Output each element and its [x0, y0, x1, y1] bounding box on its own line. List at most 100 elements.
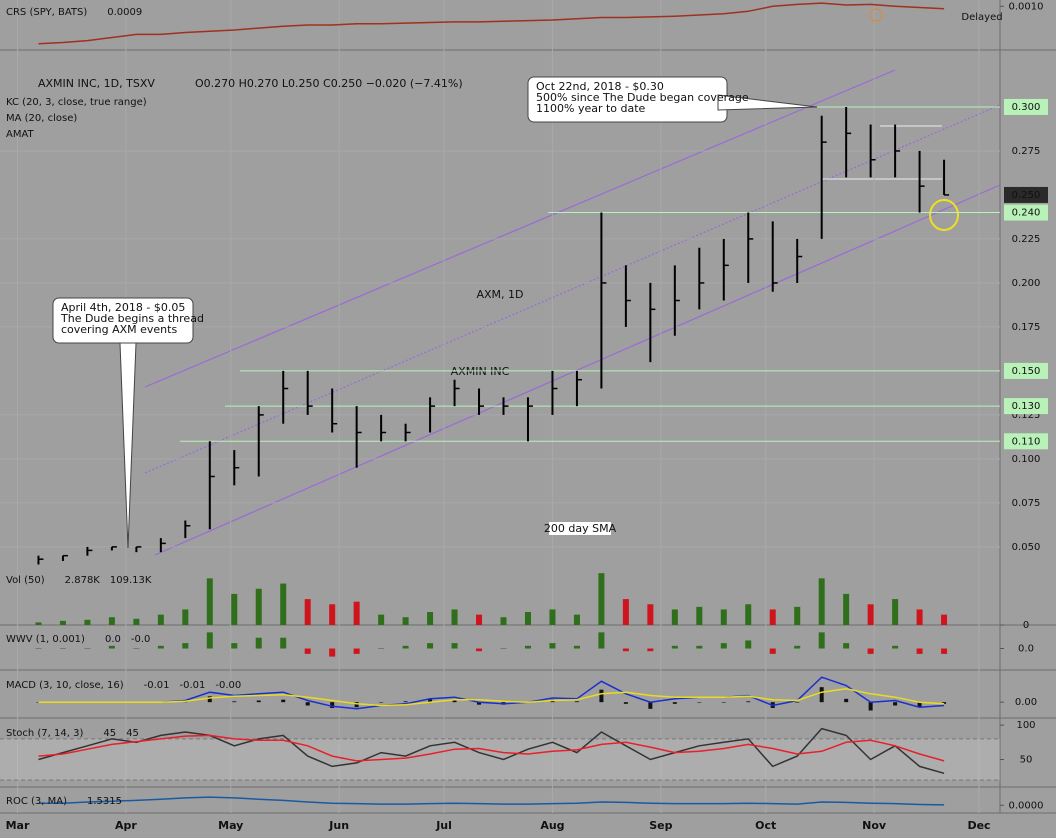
- bar: [280, 583, 287, 625]
- panel-title: CRS (SPY, BATS): [6, 7, 87, 18]
- histogram-bar: [574, 701, 579, 703]
- watermark: AXM, 1D: [476, 288, 523, 301]
- bar: [818, 578, 825, 625]
- histogram-bar: [917, 702, 922, 708]
- bar: [622, 648, 629, 652]
- y-tick-label: 0.0010: [1009, 1, 1044, 12]
- level-label: 0.300: [1012, 102, 1041, 113]
- line: [38, 2, 945, 45]
- x-tick-label: Dec: [967, 819, 990, 832]
- callout-text: The Dude begins a thread: [60, 312, 204, 325]
- histogram-bar: [746, 701, 751, 703]
- bar: [182, 643, 189, 649]
- histogram-bar: [599, 689, 604, 703]
- bar: [696, 645, 703, 649]
- y-tick-label: 0.225: [1012, 234, 1041, 245]
- bar: [671, 609, 678, 625]
- level-box: [1004, 204, 1048, 221]
- x-tick-label: Mar: [6, 819, 30, 832]
- status: Delayed: [961, 12, 1002, 23]
- readout: 45: [103, 728, 116, 739]
- bar: [231, 593, 238, 625]
- bar: [843, 593, 850, 625]
- histogram-bar: [844, 698, 849, 703]
- histogram-bar: [697, 702, 702, 703]
- readout: 1.5315: [87, 796, 122, 807]
- y-tick-label: 0.200: [1012, 278, 1041, 289]
- callout-pointer: [119, 342, 137, 549]
- readout: 2.878K: [65, 575, 101, 586]
- histogram-bar: [36, 702, 41, 703]
- bar: [427, 612, 434, 625]
- bar: [867, 648, 874, 654]
- histogram-bar: [477, 702, 482, 705]
- y-tick-label: 0.050: [1012, 542, 1041, 553]
- level-box: [1004, 362, 1048, 379]
- x-tick-label: Nov: [862, 819, 887, 832]
- bar: [892, 645, 899, 649]
- bar: [402, 645, 409, 649]
- bar: [35, 622, 42, 625]
- bar: [231, 643, 238, 649]
- note-box: [549, 522, 611, 535]
- y-tick-label: 100: [1016, 720, 1035, 731]
- band-fill: [0, 738, 1000, 781]
- callout-text: 1100% year to date: [536, 102, 646, 115]
- bar: [941, 648, 948, 654]
- bar: [182, 609, 189, 625]
- bar: [916, 609, 923, 625]
- bar: [941, 614, 948, 625]
- bar: [329, 604, 336, 625]
- histogram-bar: [207, 696, 212, 703]
- bar: [769, 609, 776, 625]
- x-tick-label: Jul: [435, 819, 452, 832]
- readout: 45: [126, 728, 139, 739]
- bar: [157, 614, 164, 625]
- histogram-bar: [868, 702, 873, 711]
- bar: [255, 637, 262, 649]
- histogram-bar: [648, 702, 653, 709]
- y-tick-label: 50: [1020, 755, 1033, 766]
- bar: [794, 606, 801, 625]
- bar: [280, 637, 287, 649]
- readout: 0.0: [105, 634, 121, 645]
- bar: [157, 645, 164, 649]
- bar: [84, 619, 91, 625]
- level-box: [1004, 398, 1048, 415]
- bar: [647, 604, 654, 625]
- x-tick-label: Oct: [755, 819, 776, 832]
- histogram-bar: [232, 701, 237, 703]
- bar: [549, 643, 556, 649]
- bar: [524, 612, 531, 625]
- line: [38, 734, 945, 762]
- y-tick-label: 0.275: [1012, 146, 1041, 157]
- bar: [745, 640, 752, 649]
- bar: [794, 645, 801, 649]
- bar: [549, 609, 556, 625]
- histogram-bar: [379, 702, 384, 703]
- histogram-bar: [452, 699, 457, 703]
- bar: [451, 609, 458, 625]
- line: [38, 676, 945, 710]
- histogram-bar: [672, 702, 677, 704]
- bar: [818, 632, 825, 649]
- bar: [353, 601, 360, 625]
- level-label: 0.130: [1012, 401, 1041, 412]
- bar: [916, 648, 923, 654]
- histogram-bar: [893, 702, 898, 706]
- bar: [451, 643, 458, 649]
- bar: [133, 648, 140, 649]
- x-tick-label: Aug: [540, 819, 564, 832]
- histogram-bar: [330, 702, 335, 708]
- x-tick-label: May: [218, 819, 243, 832]
- readout: -0.01: [179, 680, 205, 691]
- y-tick-label: 0.075: [1012, 498, 1041, 509]
- histogram-bar: [428, 698, 433, 703]
- bar: [206, 632, 213, 649]
- y-tick-label: 0.00: [1015, 697, 1037, 708]
- bar: [255, 588, 262, 625]
- bar: [867, 604, 874, 625]
- bar: [524, 645, 531, 649]
- bar: [206, 578, 213, 625]
